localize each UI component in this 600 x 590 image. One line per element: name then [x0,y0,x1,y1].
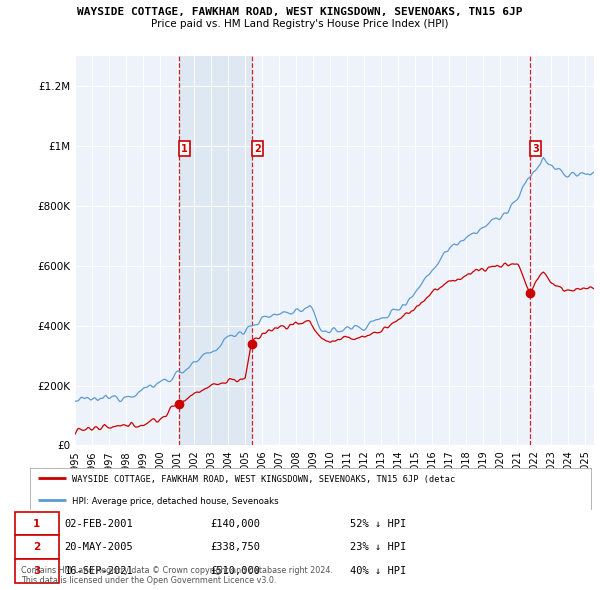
FancyBboxPatch shape [15,512,59,536]
Text: WAYSIDE COTTAGE, FAWKHAM ROAD, WEST KINGSDOWN, SEVENOAKS, TN15 6JP (detac: WAYSIDE COTTAGE, FAWKHAM ROAD, WEST KING… [72,476,455,484]
Bar [179,56,251,445]
Text: HPI: Average price, detached house, Sevenoaks: HPI: Average price, detached house, Seve… [72,497,279,506]
Text: 02-FEB-2001: 02-FEB-2001 [65,519,133,529]
FancyBboxPatch shape [15,536,59,559]
Text: £510,000: £510,000 [210,566,260,576]
Text: 16-SEP-2021: 16-SEP-2021 [65,566,133,576]
Text: 52% ↓ HPI: 52% ↓ HPI [350,519,406,529]
FancyBboxPatch shape [15,559,59,583]
Text: 3: 3 [33,566,41,576]
Text: 23% ↓ HPI: 23% ↓ HPI [350,542,406,552]
Text: Price paid vs. HM Land Registry's House Price Index (HPI): Price paid vs. HM Land Registry's House … [151,19,449,29]
Text: 1: 1 [33,519,41,529]
Text: Contains HM Land Registry data © Crown copyright and database right 2024.
This d: Contains HM Land Registry data © Crown c… [21,566,333,585]
Text: WAYSIDE COTTAGE, FAWKHAM ROAD, WEST KINGSDOWN, SEVENOAKS, TN15 6JP: WAYSIDE COTTAGE, FAWKHAM ROAD, WEST KING… [77,7,523,17]
Text: 2: 2 [33,542,41,552]
Text: 2: 2 [254,144,261,154]
Text: £338,750: £338,750 [210,542,260,552]
Text: 40% ↓ HPI: 40% ↓ HPI [350,566,406,576]
Text: 1: 1 [181,144,188,154]
Text: £140,000: £140,000 [210,519,260,529]
Text: 3: 3 [532,144,539,154]
Text: 20-MAY-2005: 20-MAY-2005 [65,542,133,552]
